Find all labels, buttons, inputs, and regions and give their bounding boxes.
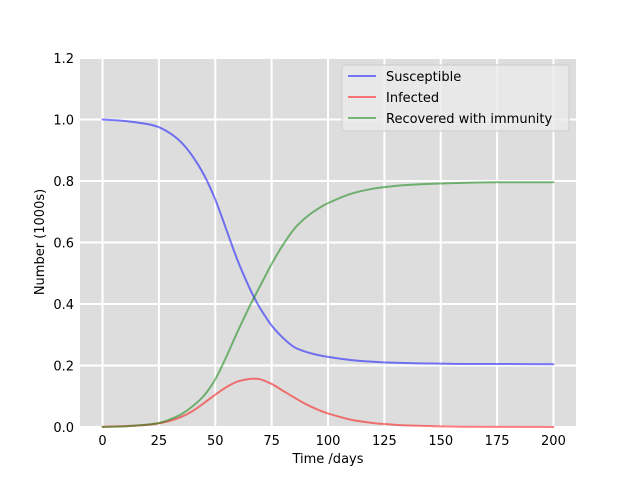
legend-label: Recovered with immunity (386, 112, 553, 127)
x-tick-label: 200 (541, 434, 566, 449)
tick-labels: 0 25 50 75 100 125 150 175 200 0.0 0.2 0.4 0.6 0.8 1.0… (53, 52, 566, 449)
y-tick-label: 0.4 (53, 298, 74, 313)
series-line-susceptible (101, 118, 555, 366)
y-tick-label: 0.6 (53, 237, 74, 252)
legend-label: Susceptible (386, 70, 461, 85)
y-tick-label: 1.2 (53, 52, 74, 67)
series-line-infected (101, 377, 555, 428)
x-tick-label: 50 (207, 434, 224, 449)
x-tick-label: 175 (485, 434, 510, 449)
x-tick-label: 125 (372, 434, 397, 449)
y-tick-label: 0.0 (53, 421, 74, 436)
x-axis-label: Time /days (291, 452, 363, 467)
legend: Susceptible Infected Recovered with immuni… (341, 64, 570, 132)
x-tick-label: 25 (151, 434, 168, 449)
x-tick-label: 100 (316, 434, 341, 449)
x-tick-label: 0 (98, 434, 106, 449)
y-axis-label: Number (1000s) (33, 189, 48, 295)
series-line-recovered-with-immunity (101, 181, 555, 428)
series-layer (101, 118, 555, 428)
y-tick-label: 1.0 (53, 114, 74, 129)
legend-box (341, 64, 570, 132)
x-tick-label: 150 (428, 434, 453, 449)
legend-label: Infected (386, 91, 439, 106)
x-tick-label: 75 (263, 434, 280, 449)
y-tick-label: 0.2 (53, 360, 74, 375)
y-tick-label: 0.8 (53, 175, 74, 190)
